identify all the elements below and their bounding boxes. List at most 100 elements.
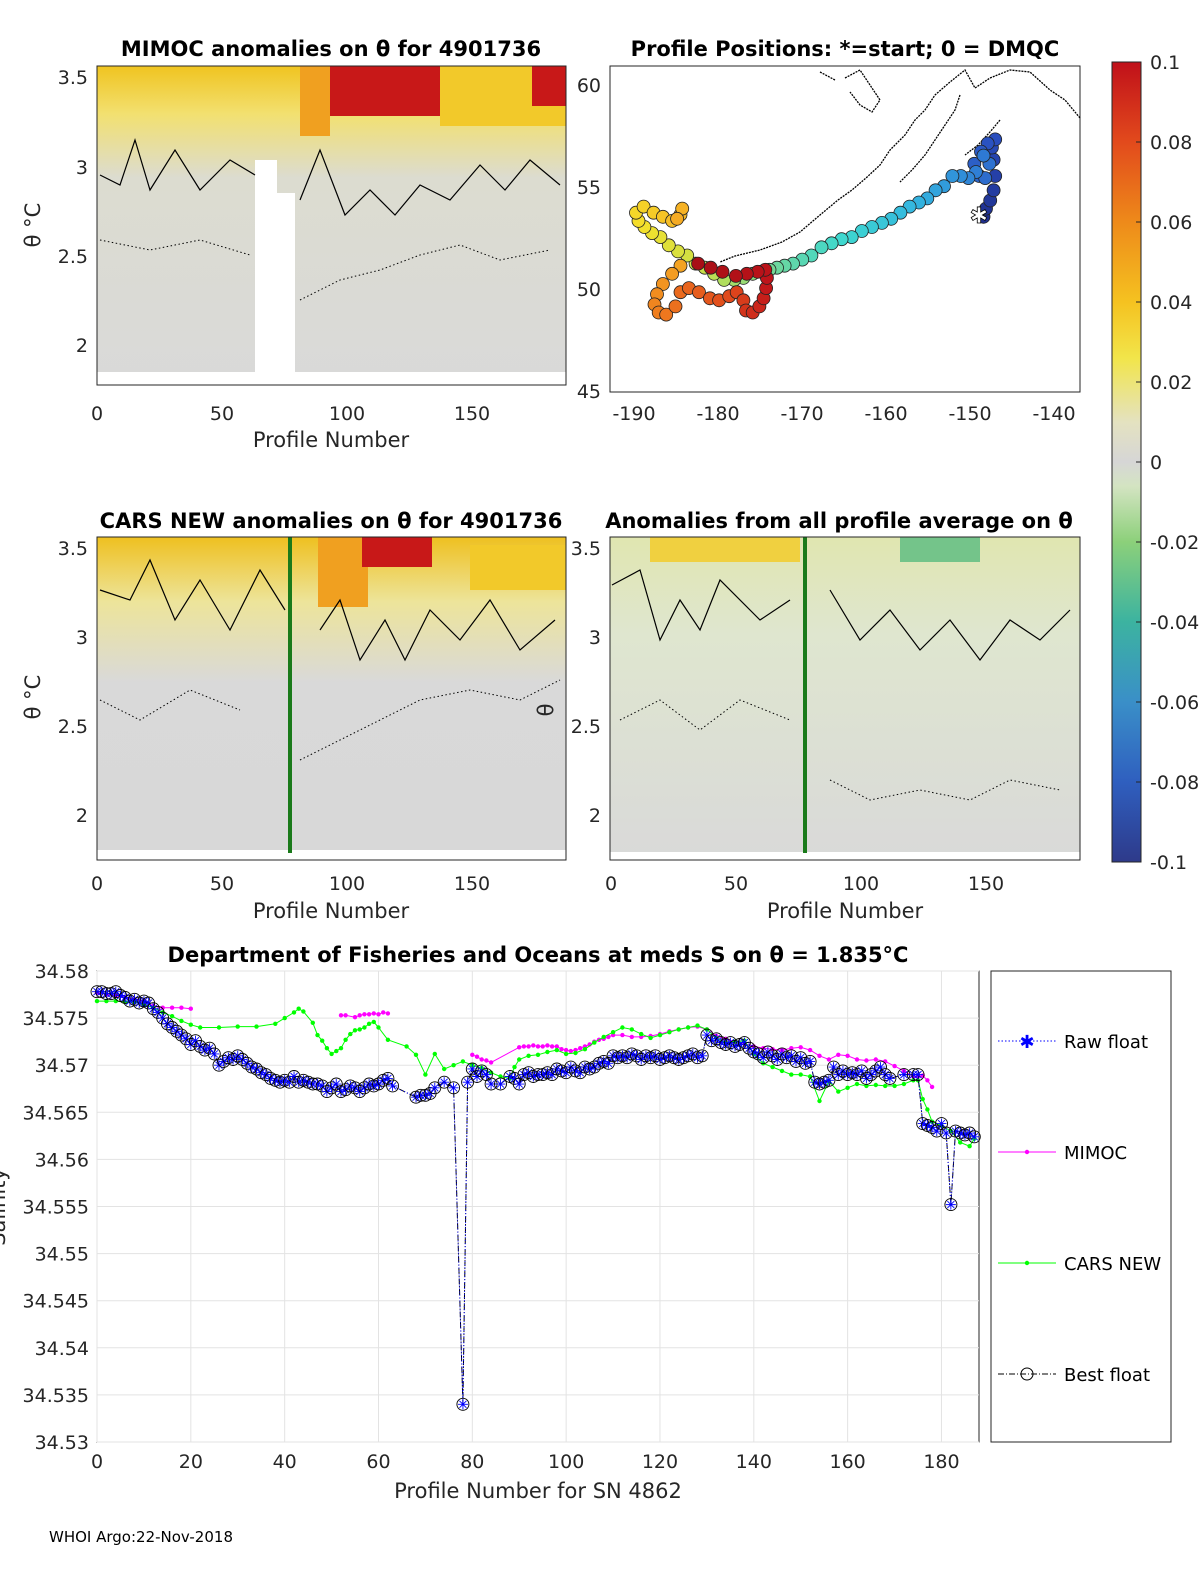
best-float-point xyxy=(883,1071,897,1085)
raw-float-point xyxy=(955,1128,966,1139)
mimoc-point xyxy=(798,1045,803,1050)
cars-new-point xyxy=(282,1015,287,1021)
cars-new-point xyxy=(925,1107,930,1112)
best-float-point xyxy=(456,1397,470,1411)
raw-float-point xyxy=(626,1048,637,1059)
best-float-point xyxy=(944,1198,958,1212)
raw-float-point xyxy=(448,1082,459,1093)
salinity-yticks: 34.53 34.535 34.54 34.545 34.55 34.555 34.56 34… xyxy=(23,961,89,1454)
colorbar-tick-label: 0.02 xyxy=(1150,372,1192,394)
cars-new-point xyxy=(324,1046,330,1051)
cars-new-point xyxy=(404,1044,409,1049)
raw-float-point xyxy=(645,1052,656,1063)
best-float-point xyxy=(465,1062,479,1076)
track-point xyxy=(854,224,869,238)
best-float-point xyxy=(320,1085,334,1099)
avg-xticks: 0 50 100 150 xyxy=(605,873,1004,895)
track-point xyxy=(945,169,960,183)
cars-new-point xyxy=(779,1068,785,1074)
raw-float-point xyxy=(462,1077,473,1088)
best-float-point xyxy=(761,1045,775,1059)
avg-ytick-2: 2 xyxy=(589,805,601,827)
raw-float-point xyxy=(143,998,154,1009)
best-float-point xyxy=(109,985,123,999)
positions-xtick-160: -160 xyxy=(864,403,907,425)
cars-new-point xyxy=(526,1053,531,1059)
positions-xtick-180: -180 xyxy=(696,403,739,425)
mimoc-point xyxy=(381,1010,386,1015)
raw-float-point xyxy=(673,1054,684,1065)
colorbar-tick-label: 0.04 xyxy=(1150,292,1192,314)
cars-ylabel: θ °C xyxy=(21,675,45,720)
raw-float-point xyxy=(364,1079,375,1090)
best-float-point xyxy=(648,1049,662,1063)
positions-xticks: -190 -180 -170 -160 -150 -140 xyxy=(612,403,1075,425)
raw-float-point xyxy=(828,1062,839,1073)
cars-new-point xyxy=(610,1030,616,1035)
mimoc-point xyxy=(188,1006,193,1011)
mimoc-point xyxy=(854,1057,860,1062)
cars-new-point xyxy=(676,1027,681,1032)
raw-float-point xyxy=(387,1080,398,1091)
average-anomaly-panel: Anomalies from all profile average on θ … xyxy=(534,509,1081,923)
raw-float-point xyxy=(265,1073,276,1084)
raw-float-point xyxy=(425,1088,436,1099)
mimoc-warm-region-b xyxy=(300,66,330,136)
best-float-point xyxy=(766,1049,780,1063)
best-float-point xyxy=(587,1060,601,1074)
mimoc-warm-region-d xyxy=(532,66,566,106)
cars-contour-dotted xyxy=(99,679,561,761)
footer-stamp: WHOI Argo:22-Nov-2018 xyxy=(49,1528,233,1546)
raw-float-point xyxy=(772,1054,783,1065)
best-float-point xyxy=(822,1073,836,1087)
profile-positions-panel: ✱ Profile Positions: *=start; 0 = DMQC -… xyxy=(577,37,1081,425)
cars-title: CARS NEW anomalies on θ for 4901736 xyxy=(100,509,563,533)
mimoc-point xyxy=(559,1047,564,1052)
cars-yticks: 2 2.5 3 3.5 xyxy=(58,538,88,827)
salinity-xtick: 100 xyxy=(548,1451,584,1473)
cars-new-point xyxy=(442,1066,447,1072)
cars-ytick-3: 3 xyxy=(76,627,88,649)
cars-new-point xyxy=(798,1072,803,1077)
salinity-xtick: 120 xyxy=(642,1451,678,1473)
cars-ytick-2.5: 2.5 xyxy=(58,716,88,738)
raw-float-point xyxy=(950,1126,961,1137)
mimoc-point xyxy=(517,1045,522,1050)
mimoc-point xyxy=(484,1058,489,1063)
raw-float-point xyxy=(617,1050,628,1061)
colorbar-ticks: 0.1 0.08 0.06 0.04 0.02 0 -0.02 -0.04 -0.06 -0.08… xyxy=(1136,52,1199,874)
raw-float-point xyxy=(199,1045,210,1056)
cars-new-point xyxy=(104,998,109,1004)
best-float-point xyxy=(878,1068,892,1082)
mimoc-point xyxy=(488,1060,494,1065)
raw-float-point xyxy=(317,1080,328,1091)
cars-warm-region-b xyxy=(362,537,432,567)
salinity-xtick: 20 xyxy=(179,1451,203,1473)
mimoc-point xyxy=(929,1084,935,1090)
raw-float-point xyxy=(805,1056,816,1067)
mimoc-point xyxy=(343,1013,348,1018)
cars-new-point xyxy=(695,1023,700,1028)
mimoc-point xyxy=(160,1005,165,1010)
raw-float-point xyxy=(457,1399,468,1410)
cars-new-point xyxy=(254,1024,259,1029)
avg-title: Anomalies from all profile average on θ xyxy=(605,509,1073,533)
salinity-ytick: 34.53 xyxy=(35,1432,89,1454)
avg-ytick-3.5: 3.5 xyxy=(571,538,601,560)
best-float-point xyxy=(803,1054,817,1068)
positions-ytick-60: 60 xyxy=(577,75,601,97)
raw-float-point xyxy=(659,1052,670,1063)
raw-float-point xyxy=(640,1050,651,1061)
best-float-point xyxy=(357,1081,371,1095)
mimoc-xtick-0: 0 xyxy=(91,403,103,425)
raw-float-point xyxy=(274,1077,285,1088)
best-float-point xyxy=(789,1054,803,1068)
best-float-point xyxy=(930,1124,944,1138)
mimoc-gap-left xyxy=(255,160,277,385)
best-float-point xyxy=(339,1083,353,1097)
track-point xyxy=(691,256,705,271)
raw-float-point xyxy=(734,1039,745,1050)
cars-xtick-0: 0 xyxy=(91,873,103,895)
cars-new-point xyxy=(601,1034,606,1040)
best-float-point xyxy=(235,1053,249,1066)
